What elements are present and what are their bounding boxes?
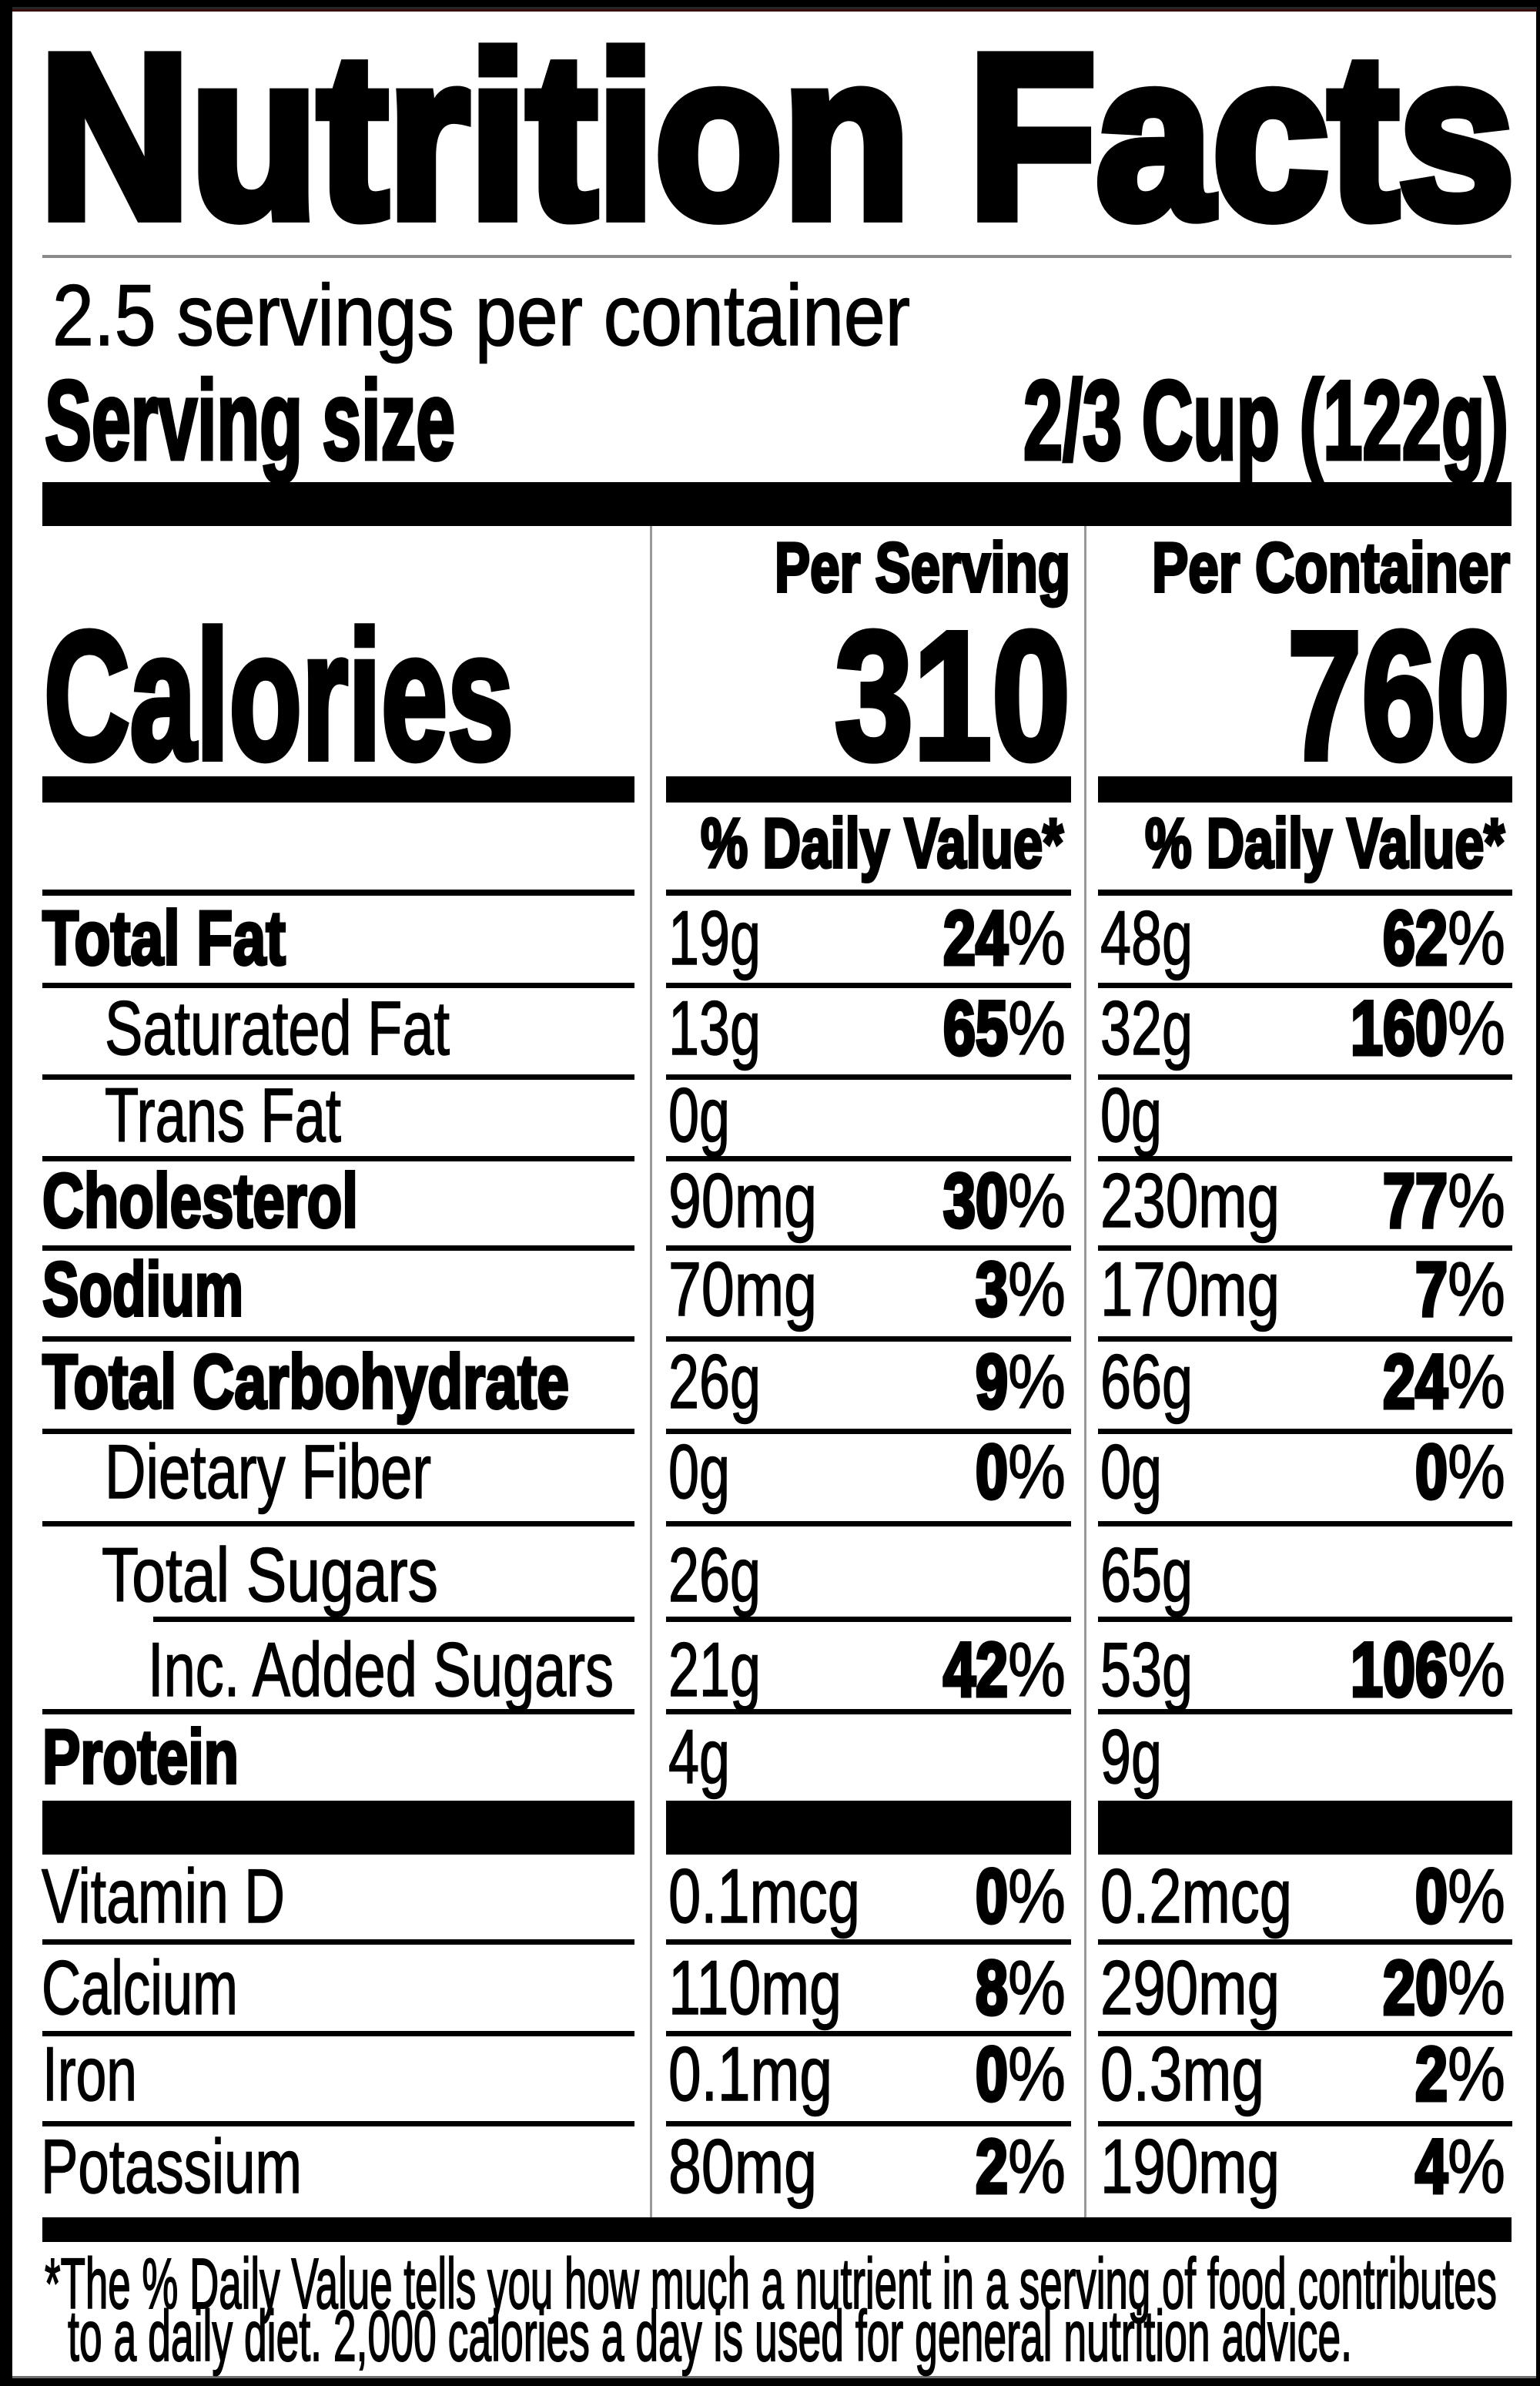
svg-text:0: 0 bbox=[976, 1429, 1008, 1514]
svg-text:Trans Fat: Trans Fat bbox=[105, 1072, 341, 1158]
svg-text:3: 3 bbox=[976, 1246, 1008, 1332]
svg-text:9: 9 bbox=[976, 1339, 1008, 1424]
svg-text:%: % bbox=[1008, 2031, 1066, 2116]
svg-text:4g: 4g bbox=[668, 1714, 730, 1799]
svg-text:26g: 26g bbox=[668, 1532, 761, 1617]
svg-text:*The % Daily Value tells you h: *The % Daily Value tells you how much a … bbox=[45, 2244, 1497, 2324]
svg-text:0g: 0g bbox=[1100, 1429, 1162, 1514]
svg-text:0g: 0g bbox=[1100, 1072, 1162, 1158]
svg-text:170mg: 170mg bbox=[1100, 1246, 1280, 1332]
svg-text:%: % bbox=[1008, 1627, 1066, 1712]
svg-text:8: 8 bbox=[976, 1945, 1008, 2030]
svg-text:9g: 9g bbox=[1100, 1714, 1162, 1799]
svg-text:2: 2 bbox=[976, 2123, 1008, 2209]
svg-text:Inc. Added Sugars: Inc. Added Sugars bbox=[148, 1627, 614, 1712]
svg-text:Total Fat: Total Fat bbox=[42, 895, 286, 980]
svg-text:Vitamin D: Vitamin D bbox=[42, 1853, 285, 1939]
svg-text:%: % bbox=[1448, 1339, 1505, 1424]
svg-text:Cholesterol: Cholesterol bbox=[42, 1158, 358, 1243]
svg-text:4: 4 bbox=[1415, 2123, 1448, 2209]
svg-text:Total Carbohydrate: Total Carbohydrate bbox=[42, 1339, 569, 1424]
svg-text:70mg: 70mg bbox=[668, 1246, 817, 1332]
svg-text:80mg: 80mg bbox=[668, 2123, 817, 2209]
svg-text:Sodium: Sodium bbox=[42, 1246, 243, 1332]
svg-text:0: 0 bbox=[976, 2031, 1008, 2116]
svg-text:0g: 0g bbox=[668, 1072, 730, 1158]
svg-text:65: 65 bbox=[943, 985, 1008, 1071]
svg-text:2/3 Cup (122g): 2/3 Cup (122g) bbox=[1023, 357, 1508, 483]
svg-text:Calcium: Calcium bbox=[42, 1945, 238, 2030]
svg-text:%: % bbox=[1008, 2123, 1066, 2209]
svg-text:to a daily diet. 2,000 calorie: to a daily diet. 2,000 calories a day is… bbox=[68, 2296, 1352, 2376]
svg-text:26g: 26g bbox=[668, 1339, 761, 1424]
svg-text:106: 106 bbox=[1351, 1627, 1448, 1712]
svg-text:48g: 48g bbox=[1100, 895, 1193, 980]
svg-text:7: 7 bbox=[1415, 1246, 1448, 1332]
svg-text:760: 760 bbox=[1287, 594, 1510, 798]
svg-text:32g: 32g bbox=[1100, 985, 1193, 1071]
svg-text:77: 77 bbox=[1383, 1158, 1448, 1243]
svg-text:Dietary Fiber: Dietary Fiber bbox=[105, 1429, 431, 1514]
svg-text:%: % bbox=[1448, 1853, 1505, 1939]
svg-text:290mg: 290mg bbox=[1100, 1945, 1280, 2030]
svg-text:65g: 65g bbox=[1100, 1532, 1193, 1617]
svg-text:Saturated Fat: Saturated Fat bbox=[105, 985, 450, 1071]
svg-text:160: 160 bbox=[1351, 985, 1448, 1071]
svg-text:Potassium: Potassium bbox=[41, 2123, 302, 2209]
svg-text:42: 42 bbox=[943, 1627, 1008, 1712]
svg-text:2: 2 bbox=[1415, 2031, 1448, 2116]
svg-text:%: % bbox=[1448, 1158, 1505, 1243]
svg-text:Protein: Protein bbox=[42, 1714, 239, 1799]
svg-text:%: % bbox=[1448, 2031, 1505, 2116]
svg-text:Nutrition Facts: Nutrition Facts bbox=[39, 6, 1515, 266]
svg-text:110mg: 110mg bbox=[668, 1945, 842, 2030]
svg-text:%: % bbox=[1448, 1627, 1505, 1712]
svg-text:%: % bbox=[1008, 1945, 1066, 2030]
svg-text:%: % bbox=[1448, 2123, 1505, 2209]
svg-text:13g: 13g bbox=[668, 985, 761, 1071]
svg-text:20: 20 bbox=[1383, 1945, 1448, 2030]
svg-text:%: % bbox=[1008, 1339, 1066, 1424]
svg-text:%: % bbox=[1008, 895, 1066, 980]
svg-text:30: 30 bbox=[943, 1158, 1008, 1243]
svg-text:%: % bbox=[1448, 985, 1505, 1071]
svg-text:0.3mg: 0.3mg bbox=[1100, 2031, 1264, 2116]
svg-text:0.1mg: 0.1mg bbox=[668, 2031, 832, 2116]
svg-text:66g: 66g bbox=[1100, 1339, 1193, 1424]
svg-text:Serving size: Serving size bbox=[45, 357, 455, 483]
svg-text:310: 310 bbox=[835, 594, 1070, 798]
svg-text:Calories: Calories bbox=[44, 594, 514, 798]
svg-text:%: % bbox=[1448, 895, 1505, 980]
svg-text:0: 0 bbox=[1415, 1429, 1448, 1514]
svg-text:%: % bbox=[1008, 1246, 1066, 1332]
svg-text:24: 24 bbox=[943, 895, 1008, 980]
svg-text:%: % bbox=[1008, 1853, 1066, 1939]
svg-text:0: 0 bbox=[1415, 1853, 1448, 1939]
svg-text:230mg: 230mg bbox=[1100, 1158, 1280, 1243]
svg-text:90mg: 90mg bbox=[668, 1158, 817, 1243]
svg-text:0.1mcg: 0.1mcg bbox=[668, 1853, 860, 1939]
svg-text:% Daily Value*: % Daily Value* bbox=[701, 805, 1063, 883]
svg-text:% Daily Value*: % Daily Value* bbox=[1145, 805, 1505, 883]
svg-text:%: % bbox=[1008, 985, 1066, 1071]
svg-text:Total Sugars: Total Sugars bbox=[102, 1532, 438, 1617]
svg-text:21g: 21g bbox=[668, 1627, 761, 1712]
svg-text:Per Serving: Per Serving bbox=[775, 529, 1070, 607]
svg-text:0.2mcg: 0.2mcg bbox=[1100, 1853, 1292, 1939]
svg-text:Iron: Iron bbox=[42, 2031, 137, 2116]
svg-text:Per Container: Per Container bbox=[1152, 529, 1510, 607]
svg-text:%: % bbox=[1448, 1429, 1505, 1514]
svg-text:24: 24 bbox=[1383, 1339, 1448, 1424]
svg-text:2.5 servings per container: 2.5 servings per container bbox=[52, 267, 910, 364]
svg-text:%: % bbox=[1448, 1945, 1505, 2030]
svg-text:%: % bbox=[1008, 1158, 1066, 1243]
svg-text:62: 62 bbox=[1383, 895, 1448, 980]
svg-text:53g: 53g bbox=[1100, 1627, 1193, 1712]
svg-text:19g: 19g bbox=[668, 895, 761, 980]
svg-text:%: % bbox=[1448, 1246, 1505, 1332]
svg-text:0g: 0g bbox=[668, 1429, 730, 1514]
svg-text:190mg: 190mg bbox=[1100, 2123, 1280, 2209]
svg-text:%: % bbox=[1008, 1429, 1066, 1514]
svg-text:0: 0 bbox=[976, 1853, 1008, 1939]
